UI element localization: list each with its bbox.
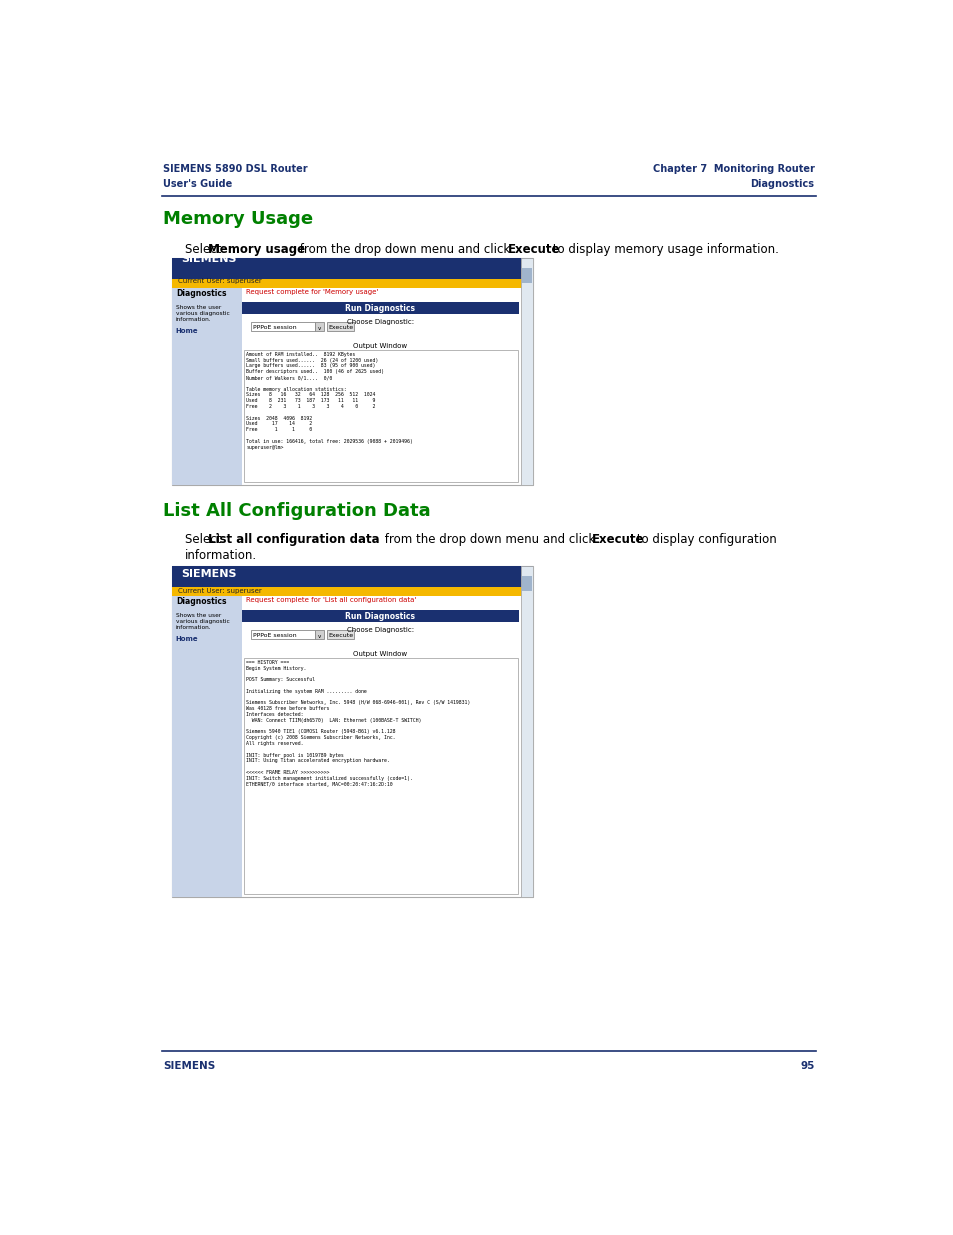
Bar xyxy=(172,567,533,898)
Text: Amount of RAM installed..  8192 KBytes
Small buffers used......  26 (24 of 1200 : Amount of RAM installed.. 8192 KBytes Sm… xyxy=(246,352,413,450)
Text: Home: Home xyxy=(175,636,198,642)
Text: Choose Diagnostic:: Choose Diagnostic: xyxy=(347,319,414,325)
Bar xyxy=(314,322,323,331)
Text: Run Diagnostics: Run Diagnostics xyxy=(345,304,415,312)
Bar xyxy=(521,576,531,592)
Bar xyxy=(314,630,323,638)
Text: Memory usage: Memory usage xyxy=(208,243,304,256)
Bar xyxy=(241,303,518,314)
Bar xyxy=(172,587,533,597)
Bar xyxy=(241,610,518,622)
Bar xyxy=(172,288,241,485)
Text: v: v xyxy=(317,634,320,638)
Text: Output Window: Output Window xyxy=(353,651,407,657)
Text: List all configuration data: List all configuration data xyxy=(208,534,379,546)
Text: to display memory usage information.: to display memory usage information. xyxy=(549,243,779,256)
Text: Shows the user
various diagnostic
information.: Shows the user various diagnostic inform… xyxy=(175,614,230,630)
Bar xyxy=(520,258,533,485)
Text: 95: 95 xyxy=(800,1061,814,1071)
Bar xyxy=(251,630,314,638)
Text: Select: Select xyxy=(185,243,225,256)
Bar xyxy=(244,350,517,483)
Text: SIEMENS: SIEMENS xyxy=(163,1061,215,1071)
Bar xyxy=(172,258,533,279)
Text: Current User: superuser: Current User: superuser xyxy=(178,588,262,594)
Bar xyxy=(172,567,533,587)
Text: Request complete for 'Memory usage': Request complete for 'Memory usage' xyxy=(245,289,377,295)
Text: List All Configuration Data: List All Configuration Data xyxy=(163,503,431,520)
Text: SIEMENS: SIEMENS xyxy=(181,254,236,264)
Text: SIEMENS 5890 DSL Router: SIEMENS 5890 DSL Router xyxy=(163,163,308,174)
Text: Execute: Execute xyxy=(508,243,560,256)
Bar xyxy=(244,657,517,894)
Text: Shows the user
various diagnostic
information.: Shows the user various diagnostic inform… xyxy=(175,305,230,322)
Text: Choose Diagnostic:: Choose Diagnostic: xyxy=(347,626,414,632)
Text: User's Guide: User's Guide xyxy=(163,179,233,189)
Text: Run Diagnostics: Run Diagnostics xyxy=(345,611,415,621)
Text: from the drop down menu and click: from the drop down menu and click xyxy=(381,534,598,546)
Bar xyxy=(172,279,533,288)
Text: Chapter 7  Monitoring Router: Chapter 7 Monitoring Router xyxy=(652,163,814,174)
Text: Execute: Execute xyxy=(328,325,353,330)
Bar xyxy=(521,268,531,283)
Text: === HISTORY ===
Begin System History.

POST Summary: Successful

Initializing th: === HISTORY === Begin System History. PO… xyxy=(246,659,470,787)
Text: PPPoE session: PPPoE session xyxy=(253,325,296,330)
Text: Current User: superuser: Current User: superuser xyxy=(178,278,262,284)
Text: Memory Usage: Memory Usage xyxy=(163,210,314,227)
Text: Execute: Execute xyxy=(328,632,353,637)
Text: Request complete for 'List all configuration data': Request complete for 'List all configura… xyxy=(245,597,416,603)
Text: Execute: Execute xyxy=(592,534,644,546)
Text: Select: Select xyxy=(185,534,225,546)
Text: Diagnostics: Diagnostics xyxy=(750,179,814,189)
Bar xyxy=(327,322,354,331)
Text: SIEMENS: SIEMENS xyxy=(181,569,236,579)
Bar xyxy=(520,567,533,898)
Text: to display configuration: to display configuration xyxy=(633,534,776,546)
Bar xyxy=(251,322,314,331)
Text: Diagnostics: Diagnostics xyxy=(175,289,226,298)
Text: information.: information. xyxy=(185,548,257,562)
Text: Output Window: Output Window xyxy=(353,343,407,350)
Bar xyxy=(172,258,533,485)
Bar xyxy=(327,630,354,638)
Text: Home: Home xyxy=(175,329,198,335)
Text: from the drop down menu and click: from the drop down menu and click xyxy=(295,243,514,256)
Text: v: v xyxy=(317,326,320,331)
Bar xyxy=(172,597,241,898)
Text: PPPoE session: PPPoE session xyxy=(253,632,296,637)
Text: Diagnostics: Diagnostics xyxy=(175,597,226,606)
